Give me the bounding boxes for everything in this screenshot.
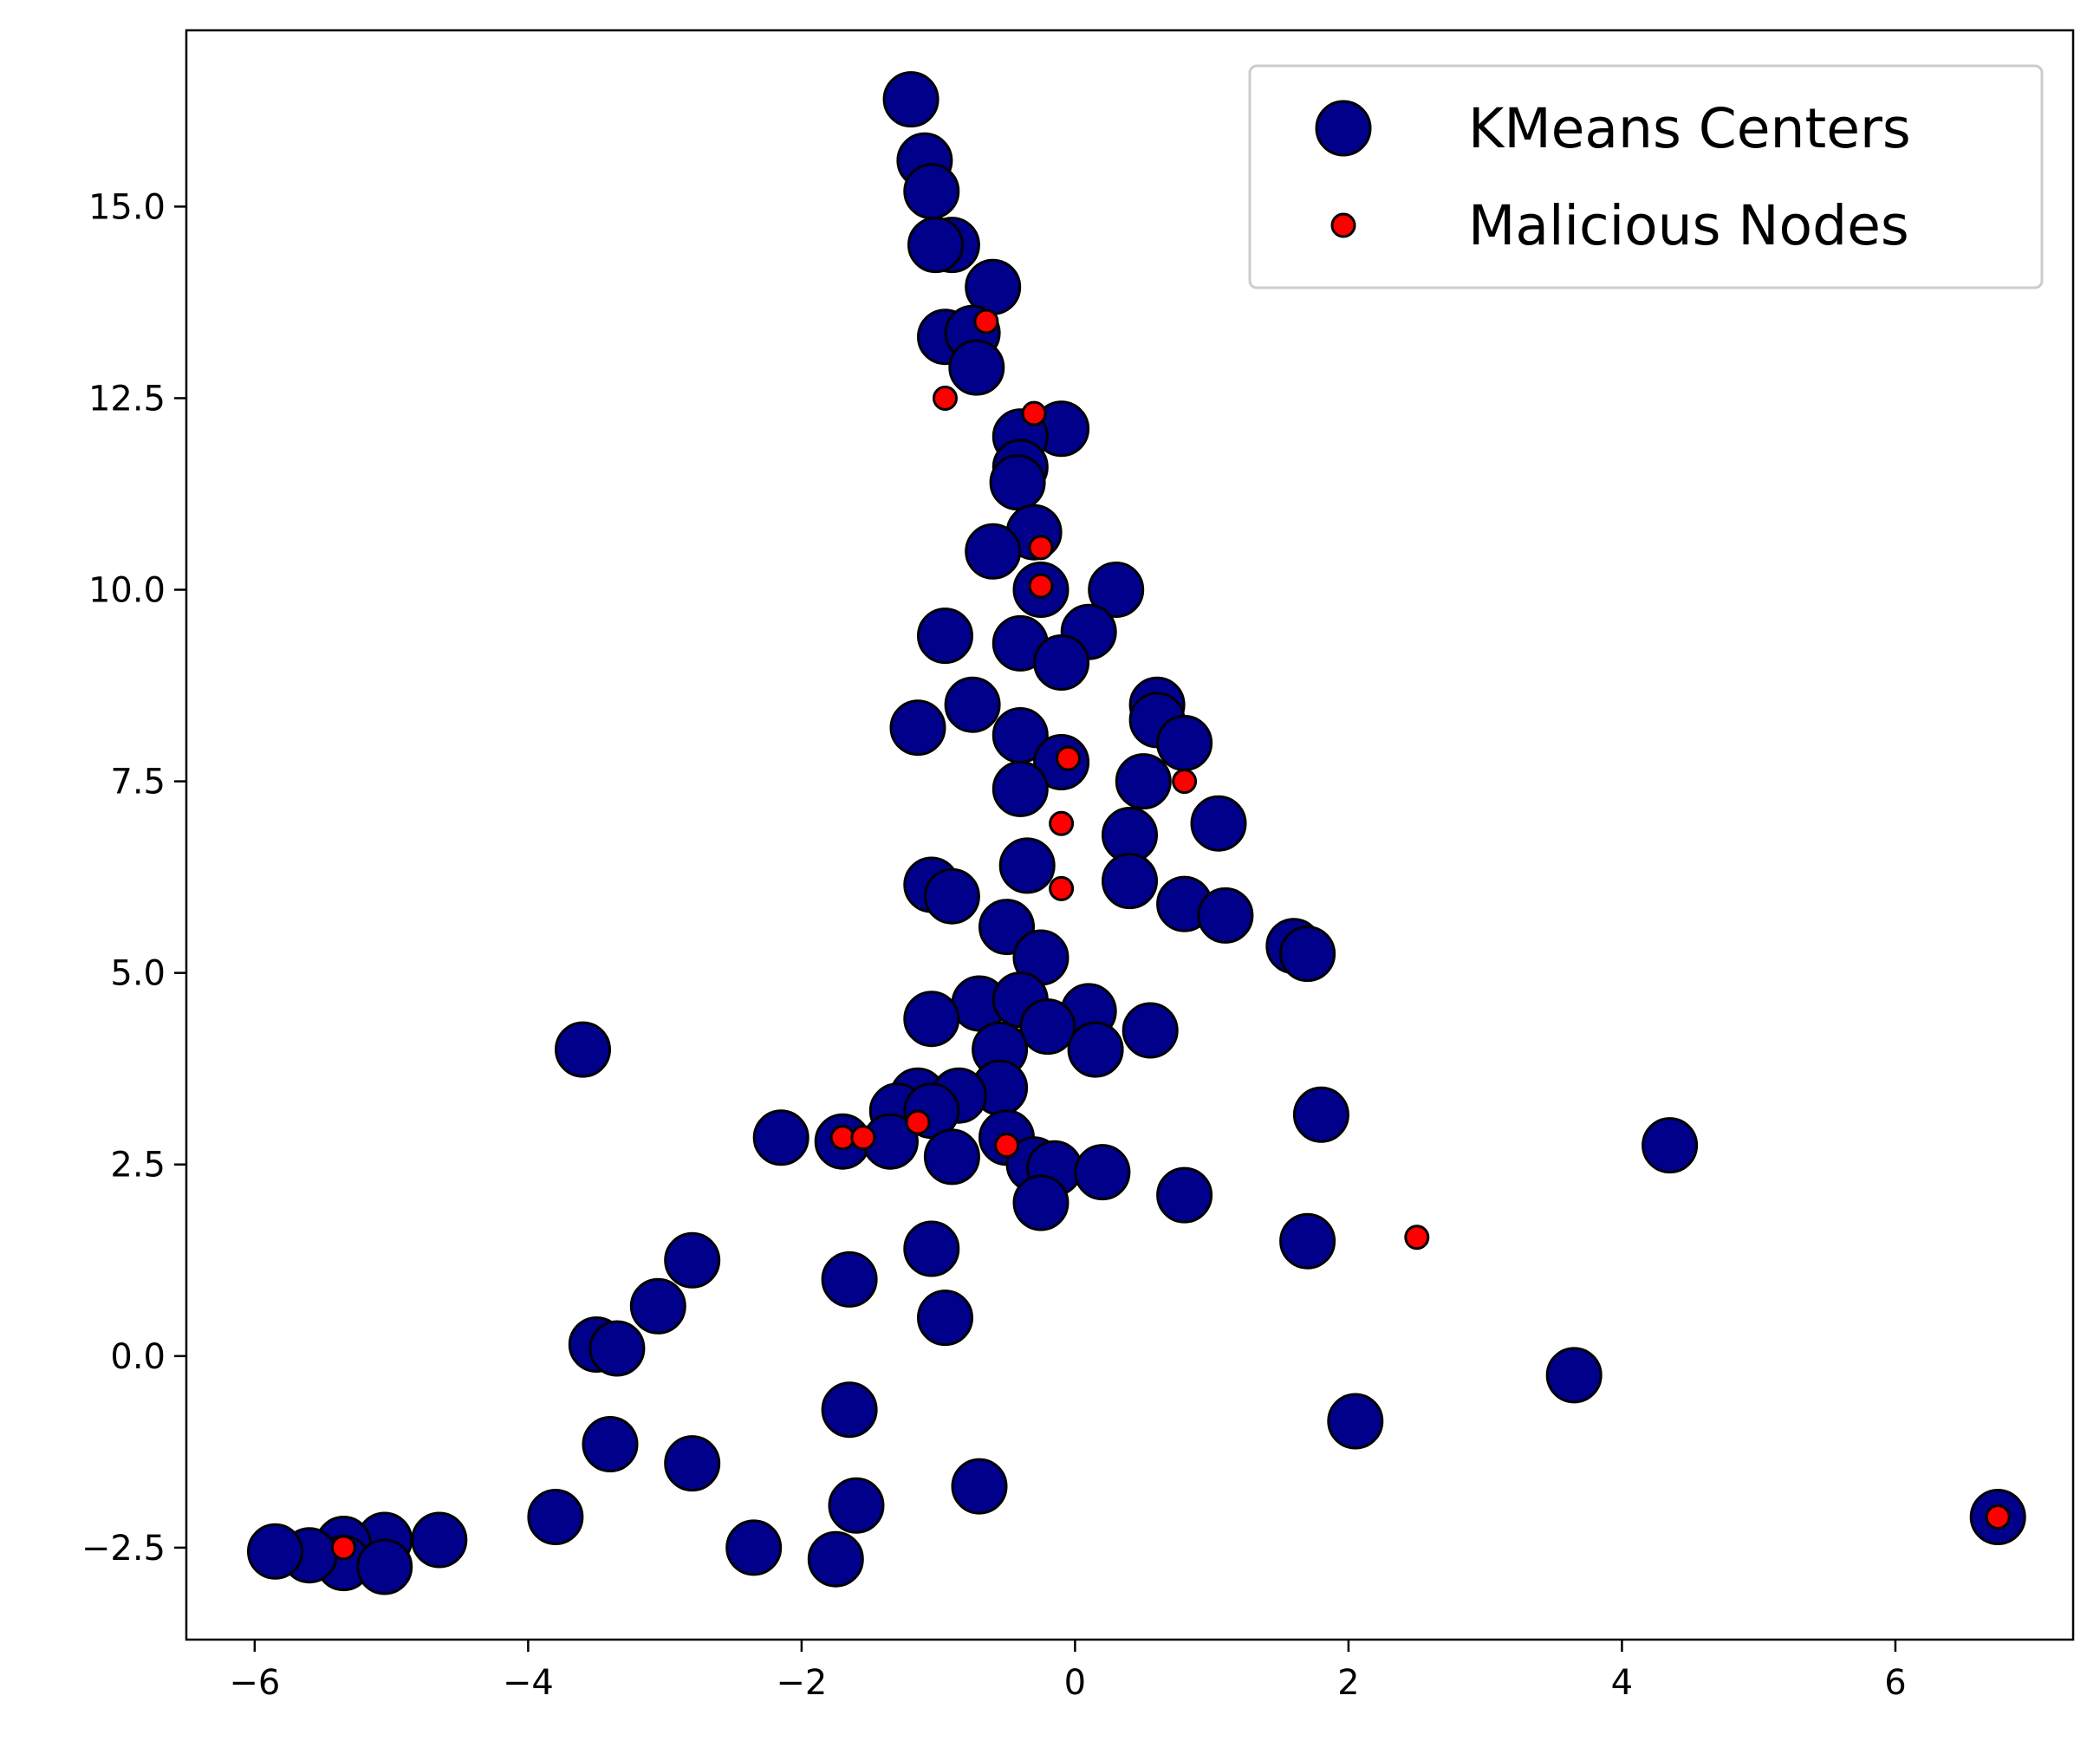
kmeans-center-point: [1279, 1212, 1336, 1270]
malicious-node-point: [1056, 745, 1081, 771]
y-tick-label: 5.0: [110, 954, 166, 994]
y-tick-label: 0.0: [110, 1337, 166, 1377]
y-tick-label: 12.5: [88, 379, 166, 419]
malicious-node-point: [1028, 535, 1054, 561]
kmeans-center-point: [1019, 998, 1076, 1056]
kmeans-center-point: [356, 1538, 413, 1595]
y-tick-label: 2.5: [110, 1146, 166, 1186]
kmeans-center-point: [923, 1128, 980, 1186]
kmeans-center-point: [917, 607, 973, 665]
kmeans-center-point: [889, 699, 946, 757]
kmeans-center-point: [903, 1220, 960, 1277]
malicious-node-point: [1049, 810, 1075, 836]
kmeans-center-point: [411, 1511, 468, 1569]
kmeans-center-point: [903, 163, 960, 220]
kmeans-center-point: [807, 1530, 864, 1588]
kmeans-center-point: [951, 1458, 1008, 1515]
kmeans-center-point: [821, 1381, 878, 1439]
malicious-node-point: [1985, 1504, 2011, 1530]
y-tick-label: 15.0: [88, 187, 166, 227]
malicious-node-point: [933, 386, 958, 411]
x-tick-label: 2: [1337, 1663, 1359, 1703]
malicious-node-point: [330, 1535, 356, 1561]
kmeans-center-point: [1197, 887, 1254, 944]
kmeans-center-point: [991, 760, 1049, 817]
kmeans-center-point: [1122, 1002, 1179, 1059]
x-tick-label: −6: [229, 1663, 280, 1703]
kmeans-center-point: [828, 1477, 885, 1534]
malicious-node-point: [1172, 769, 1198, 795]
kmeans-center-point: [664, 1231, 721, 1289]
malicious-node-point: [1028, 573, 1054, 599]
kmeans-center-point: [1156, 714, 1213, 771]
kmeans-center-point: [1545, 1347, 1603, 1404]
y-tick-label: 10.0: [88, 571, 166, 611]
kmeans-center-point: [965, 523, 1022, 580]
kmeans-center-point: [998, 837, 1056, 894]
malicious-node-point: [829, 1125, 855, 1151]
kmeans-center-point: [752, 1109, 809, 1166]
legend-marker-malicious-nodes: [1330, 212, 1356, 238]
y-tick-label: −2.5: [81, 1529, 166, 1569]
kmeans-center-point: [664, 1435, 721, 1492]
legend-label-malicious-nodes: Malicious Nodes: [1468, 194, 1909, 257]
kmeans-center-point: [1156, 1166, 1213, 1224]
legend-box: [1248, 64, 2044, 289]
kmeans-center-point: [1190, 795, 1247, 852]
kmeans-center-point: [923, 867, 980, 925]
kmeans-center-point: [1642, 1117, 1699, 1174]
malicious-node-point: [850, 1125, 876, 1151]
marks-layer: [247, 71, 2026, 1595]
axes-layer: −6 −4 −2 0 2 4 6 −2.5 0.0 2.5 5.0 7.5 10.0 12.5 15.0: [81, 29, 2075, 1703]
kmeans-center-point: [1067, 1021, 1124, 1078]
kmeans-center-point: [948, 339, 1005, 396]
kmeans-center-point: [989, 454, 1046, 511]
malicious-node-point: [1404, 1225, 1430, 1251]
legend-marker-kmeans-centers: [1315, 100, 1372, 157]
malicious-node-point: [1049, 875, 1075, 901]
malicious-node-point: [973, 309, 999, 335]
kmeans-center-point: [882, 71, 939, 128]
kmeans-center-point: [1279, 926, 1336, 983]
legend-label-kmeans-centers: KMeans Centers: [1468, 97, 1911, 160]
x-tick-label: 0: [1064, 1663, 1086, 1703]
kmeans-center-point: [247, 1523, 303, 1580]
kmeans-center-point: [1115, 753, 1172, 810]
series-malicious-nodes: [330, 309, 2011, 1561]
legend: KMeans Centers Malicious Nodes: [1248, 64, 2044, 289]
y-tick-label: 7.5: [110, 763, 166, 802]
kmeans-center-point: [1088, 562, 1145, 618]
x-tick-label: −4: [503, 1663, 554, 1703]
kmeans-center-point: [1102, 853, 1158, 910]
plot-frame: [185, 29, 2075, 1641]
x-tick-label: −2: [776, 1663, 827, 1703]
kmeans-center-point: [1033, 634, 1090, 691]
kmeans-center-point: [903, 991, 960, 1048]
kmeans-center-point: [629, 1277, 686, 1335]
x-tick-label: 4: [1611, 1663, 1633, 1703]
kmeans-center-point: [555, 1021, 611, 1078]
kmeans-center-point: [1012, 1174, 1070, 1231]
kmeans-center-point: [1292, 1086, 1349, 1143]
malicious-node-point: [905, 1109, 931, 1135]
malicious-node-point: [994, 1133, 1019, 1159]
kmeans-center-point: [821, 1251, 878, 1308]
kmeans-center-point: [725, 1519, 783, 1576]
kmeans-center-point: [1327, 1393, 1384, 1450]
kmeans-center-point: [588, 1320, 646, 1377]
kmeans-center-point: [917, 1290, 973, 1347]
kmeans-center-point: [582, 1416, 639, 1472]
kmeans-center-point: [527, 1489, 584, 1545]
x-tick-label: 6: [1884, 1663, 1906, 1703]
kmeans-center-point: [944, 676, 1001, 733]
malicious-node-point: [1021, 400, 1047, 426]
kmeans-center-point: [1074, 1144, 1131, 1201]
kmeans-center-point: [907, 217, 964, 274]
